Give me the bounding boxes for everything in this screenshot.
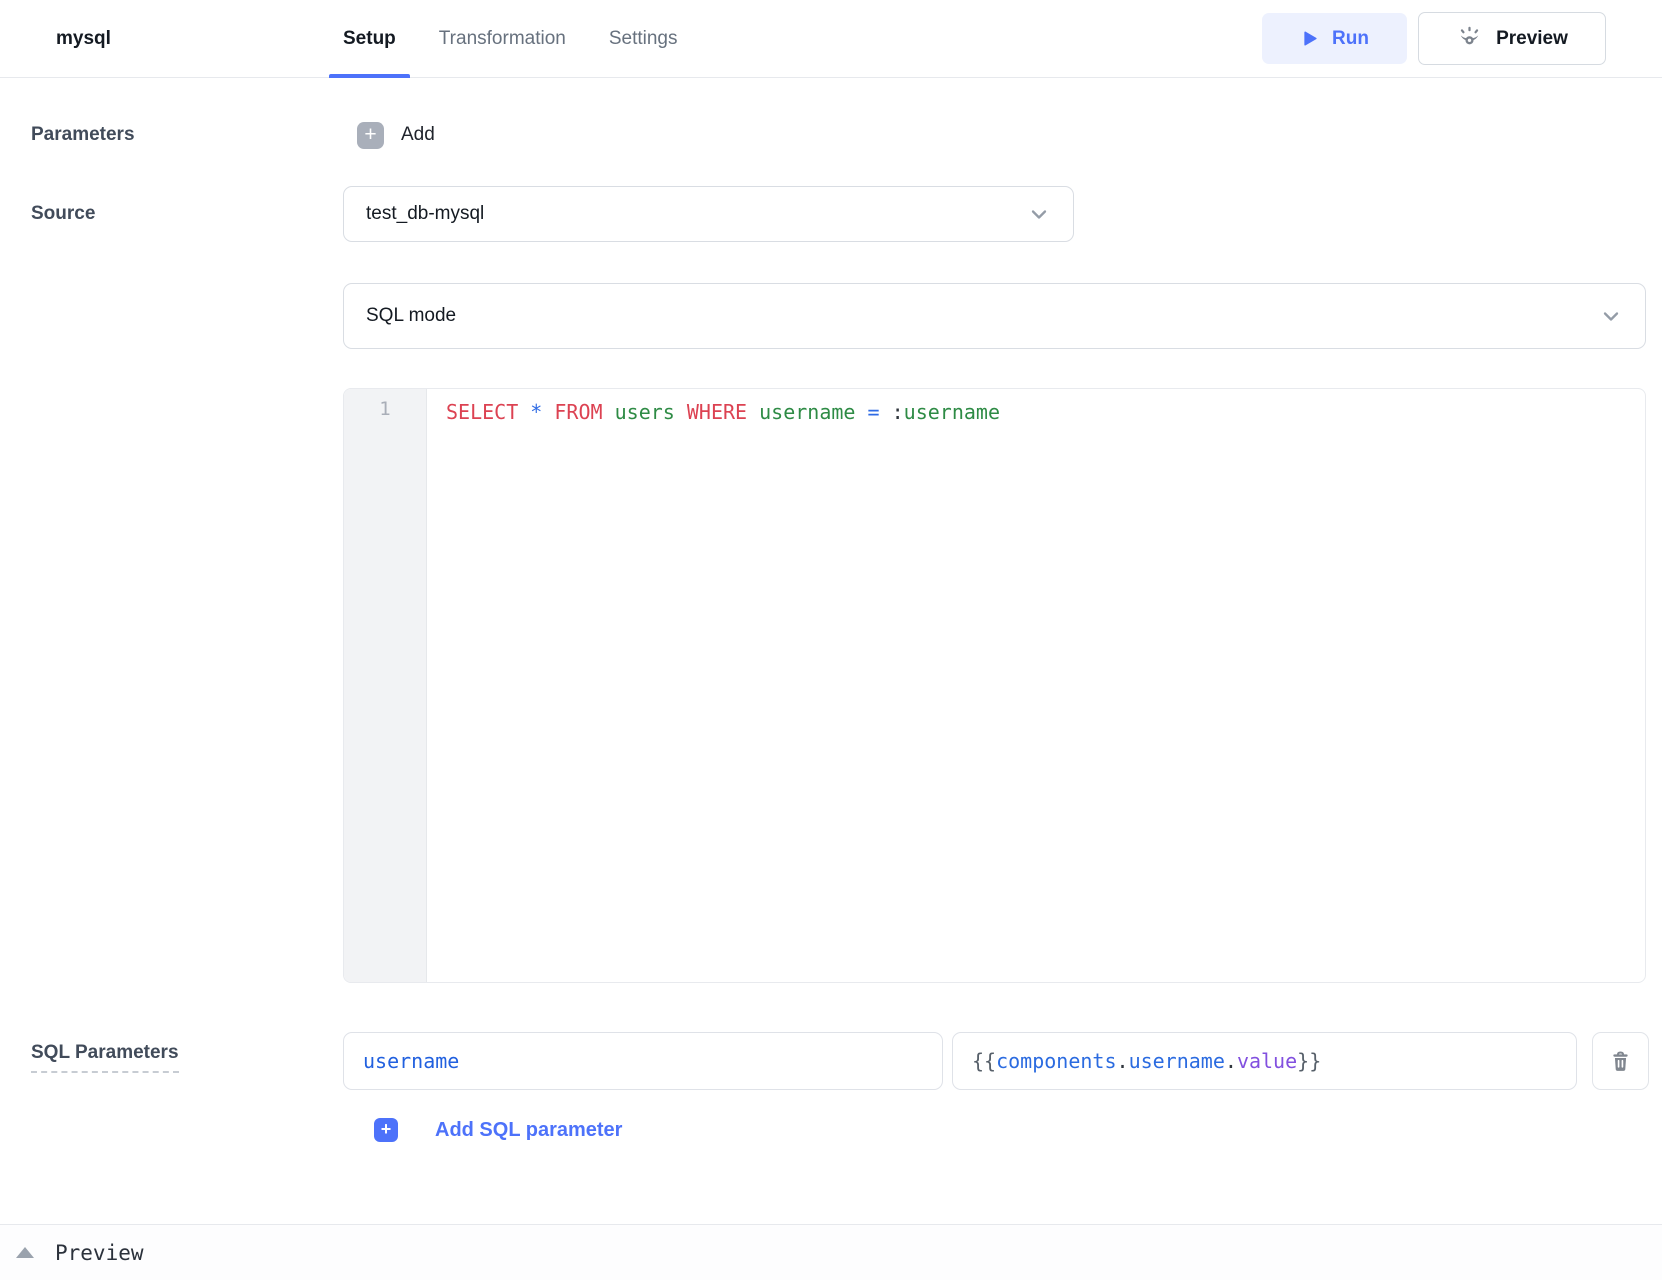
tab-settings[interactable]: Settings: [608, 27, 678, 49]
source-row: Source test_db-mysql: [0, 186, 1662, 242]
tab-setup[interactable]: Setup: [329, 0, 410, 78]
play-icon: [1300, 29, 1319, 48]
preview-panel-label: Preview: [55, 1240, 144, 1265]
add-parameter-button[interactable]: + Add: [357, 121, 435, 149]
caret-up-icon: [16, 1247, 34, 1258]
add-sql-parameter-button[interactable]: + Add SQL parameter: [374, 1118, 1662, 1142]
query-title: mysql: [56, 27, 111, 49]
header-actions: Run Preview: [1262, 12, 1606, 65]
delete-parameter-button[interactable]: [1592, 1032, 1649, 1090]
editor-gutter: 1: [344, 389, 427, 982]
sql-parameters-label: SQL Parameters: [31, 1042, 179, 1073]
query-editor-header: mysql Setup Transformation Settings Run: [0, 0, 1662, 78]
sql-parameter-row: username {{components. username. value}}: [343, 1032, 1649, 1090]
parameters-label: Parameters: [31, 124, 135, 145]
source-label: Source: [31, 203, 96, 224]
sql-parameters-row: SQL Parameters username {{components. use…: [0, 1032, 1662, 1090]
tab-bar: Setup Transformation Settings: [329, 0, 678, 78]
run-button-label: Run: [1332, 27, 1369, 49]
add-parameter-label: Add: [401, 124, 435, 145]
chevron-down-icon: [1027, 202, 1051, 226]
sql-parameters-label-col: SQL Parameters: [0, 1032, 343, 1073]
source-select-value: test_db-mysql: [366, 203, 485, 224]
trash-icon: [1609, 1050, 1632, 1073]
plus-icon: +: [357, 121, 384, 149]
source-select[interactable]: test_db-mysql: [343, 186, 1074, 242]
eye-icon: [1456, 25, 1483, 52]
plus-icon: +: [374, 1118, 398, 1142]
mode-row: SQL mode: [343, 283, 1662, 349]
sql-code-editor[interactable]: 1 SELECT * FROM users WHERE username = :…: [343, 388, 1646, 983]
parameters-row: Parameters + Add: [0, 111, 1662, 159]
run-button[interactable]: Run: [1262, 13, 1407, 64]
tab-transformation[interactable]: Transformation: [438, 27, 566, 49]
sql-mode-select-value: SQL mode: [366, 305, 457, 326]
sql-mode-select[interactable]: SQL mode: [343, 283, 1646, 349]
chevron-down-icon: [1599, 304, 1623, 328]
preview-panel-header[interactable]: Preview: [0, 1224, 1662, 1280]
preview-button[interactable]: Preview: [1418, 12, 1606, 65]
add-sql-parameter-label: Add SQL parameter: [435, 1118, 623, 1141]
sql-parameter-name-input[interactable]: username: [343, 1032, 943, 1090]
sql-parameter-value-input[interactable]: {{components. username. value}}: [952, 1032, 1577, 1090]
preview-button-label: Preview: [1496, 27, 1568, 49]
line-number: 1: [379, 398, 391, 420]
sql-code-line[interactable]: SELECT * FROM users WHERE username = :us…: [446, 400, 1000, 424]
